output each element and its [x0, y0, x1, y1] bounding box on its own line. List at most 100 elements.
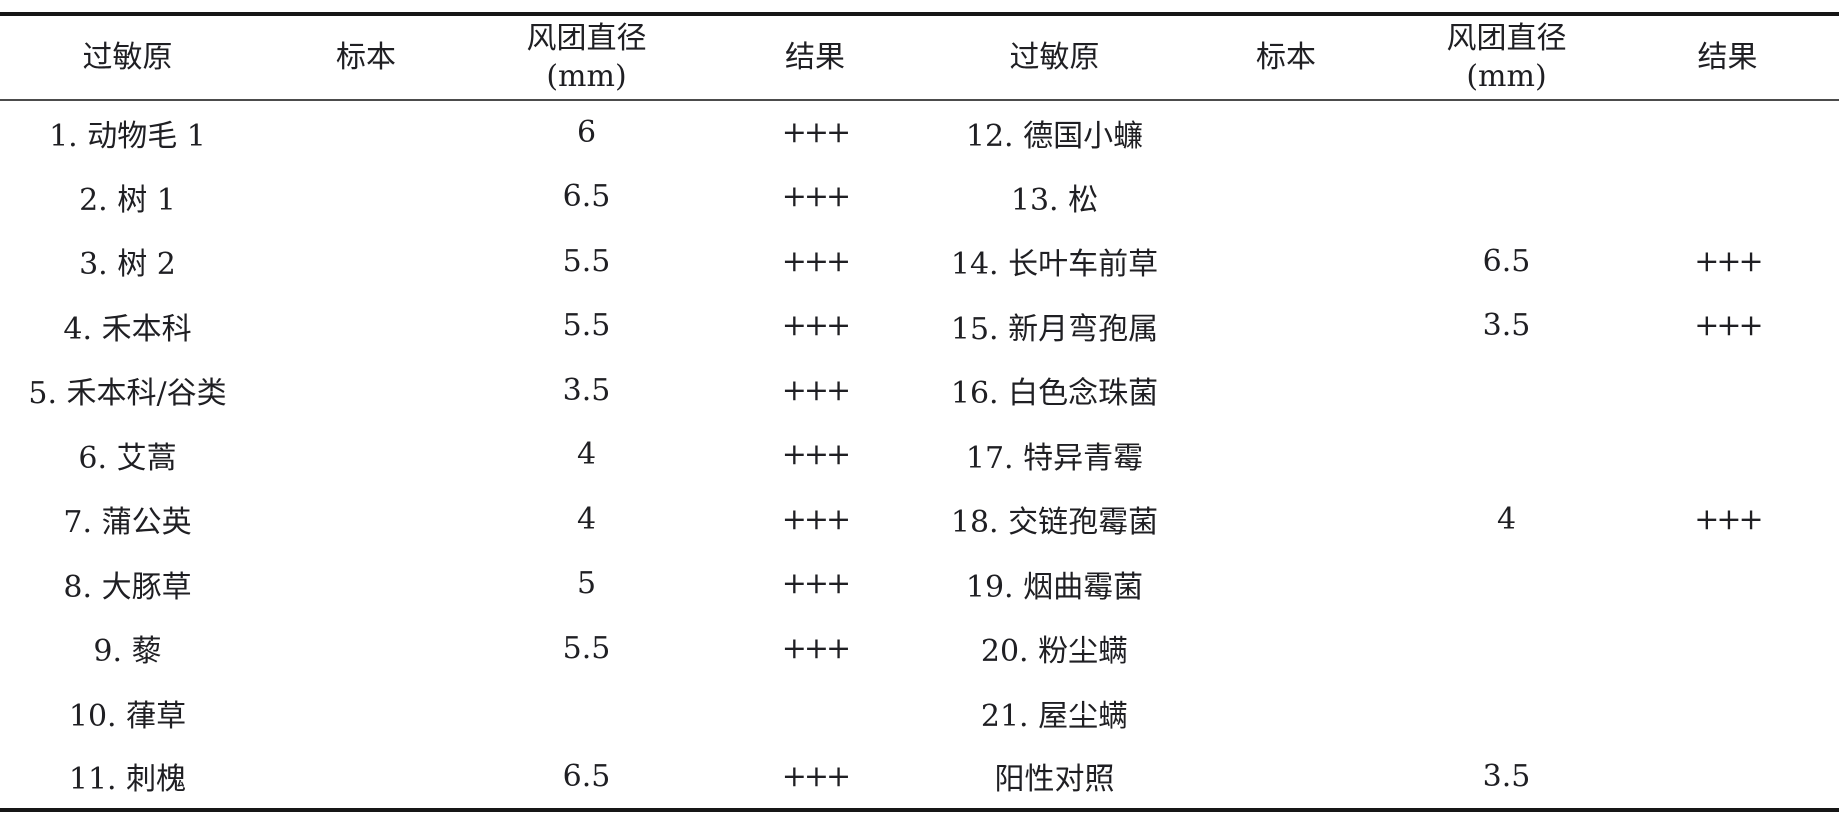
header-result-left: 结果 — [696, 14, 934, 101]
cell-allergen-right: 14. 长叶车前草 — [950, 247, 1159, 283]
cell-allergen-left: 9. 藜 — [93, 634, 162, 670]
cell-diameter-right — [1397, 681, 1616, 746]
cell-diameter-right — [1397, 165, 1616, 230]
table-body: 1. 动物毛 1 6 +++ 12. 德国小蠊 2. 树 1 6.5 +++ 1… — [0, 100, 1839, 810]
cell-result-right — [1616, 681, 1839, 746]
header-wheal-diameter-right-unit: (mm) — [1466, 58, 1547, 94]
cell-result-left: +++ — [781, 372, 851, 408]
cell-allergen-left: 8. 大豚草 — [63, 569, 192, 605]
cell-diameter-left: 3.5 — [562, 372, 611, 408]
cell-diameter-left: 6 — [576, 115, 597, 151]
cell-specimen-left — [255, 294, 477, 359]
table-row: 7. 蒲公英 4 +++ 18. 交链孢霉菌 4 +++ — [0, 487, 1839, 552]
cell-specimen-left — [255, 616, 477, 681]
table-row: 1. 动物毛 1 6 +++ 12. 德国小蠊 — [0, 100, 1839, 165]
cell-specimen-right — [1175, 229, 1397, 294]
cell-allergen-right: 17. 特异青霉 — [965, 440, 1144, 476]
cell-result-left: +++ — [781, 308, 851, 344]
cell-result-right: +++ — [1694, 501, 1763, 537]
cell-allergen-right: 21. 屋尘螨 — [980, 698, 1129, 734]
cell-specimen-right — [1175, 165, 1397, 230]
table-row: 11. 刺槐 6.5 +++ 阳性对照 3.5 — [0, 745, 1839, 810]
cell-result-left: +++ — [781, 115, 851, 151]
cell-diameter-left: 4 — [576, 437, 597, 473]
cell-result-right: +++ — [1694, 243, 1763, 279]
header-wheal-diameter-right-line1: 风团直径 — [1446, 21, 1567, 56]
cell-diameter-right: 6.5 — [1482, 243, 1531, 279]
cell-allergen-left: 6. 艾蒿 — [78, 440, 177, 476]
cell-specimen-left — [255, 100, 477, 165]
table-row: 2. 树 1 6.5 +++ 13. 松 — [0, 165, 1839, 230]
header-wheal-diameter-right: 风团直径 (mm) — [1397, 14, 1616, 101]
cell-result-right — [1616, 100, 1839, 165]
cell-diameter-left — [477, 681, 696, 746]
cell-result-right — [1616, 552, 1839, 617]
table-row: 9. 藜 5.5 +++ 20. 粉尘螨 — [0, 616, 1839, 681]
cell-specimen-right — [1175, 681, 1397, 746]
cell-diameter-left: 6.5 — [562, 758, 611, 794]
cell-specimen-left — [255, 487, 477, 552]
table-row: 4. 禾本科 5.5 +++ 15. 新月弯孢属 3.5 +++ — [0, 294, 1839, 359]
cell-result-left: +++ — [781, 758, 851, 794]
cell-specimen-right — [1175, 423, 1397, 488]
cell-diameter-left: 6.5 — [562, 179, 611, 215]
cell-result-right — [1616, 358, 1839, 423]
table-row: 3. 树 2 5.5 +++ 14. 长叶车前草 6.5 +++ — [0, 229, 1839, 294]
cell-diameter-right — [1397, 552, 1616, 617]
cell-specimen-left — [255, 165, 477, 230]
cell-specimen-left — [255, 423, 477, 488]
cell-result-left: +++ — [781, 179, 851, 215]
cell-allergen-left: 10. 葎草 — [68, 698, 187, 734]
cell-specimen-left — [255, 229, 477, 294]
header-result-right: 结果 — [1616, 14, 1839, 101]
header-wheal-diameter-left-unit: (mm) — [546, 58, 627, 94]
cell-specimen-right — [1175, 552, 1397, 617]
cell-diameter-right — [1397, 423, 1616, 488]
cell-result-left: +++ — [781, 630, 851, 666]
cell-diameter-right: 4 — [1496, 501, 1517, 537]
cell-result-left: +++ — [781, 243, 851, 279]
allergen-test-table: 过敏原 标本 风团直径 (mm) 结果 过敏原 标本 风团直径 (mm) 结果 … — [0, 12, 1839, 812]
cell-diameter-left: 5.5 — [562, 630, 611, 666]
cell-specimen-right — [1175, 358, 1397, 423]
header-specimen-left: 标本 — [255, 14, 477, 101]
cell-result-left — [696, 681, 934, 746]
cell-result-right — [1616, 745, 1839, 810]
cell-allergen-right: 13. 松 — [1010, 182, 1099, 218]
cell-allergen-right: 15. 新月弯孢属 — [950, 311, 1159, 347]
header-wheal-diameter-left-line1: 风团直径 — [526, 21, 647, 56]
cell-result-right — [1616, 423, 1839, 488]
cell-specimen-left — [255, 745, 477, 810]
cell-allergen-left: 11. 刺槐 — [68, 762, 187, 798]
cell-allergen-right: 20. 粉尘螨 — [980, 634, 1129, 670]
cell-result-left: +++ — [781, 437, 851, 473]
cell-result-right — [1616, 165, 1839, 230]
table-row: 5. 禾本科/谷类 3.5 +++ 16. 白色念珠菌 — [0, 358, 1839, 423]
cell-specimen-left — [255, 681, 477, 746]
header-row: 过敏原 标本 风团直径 (mm) 结果 过敏原 标本 风团直径 (mm) 结果 — [0, 14, 1839, 101]
cell-diameter-left: 5.5 — [562, 308, 611, 344]
cell-allergen-right: 阳性对照 — [994, 762, 1115, 798]
cell-allergen-right: 12. 德国小蠊 — [965, 118, 1144, 154]
cell-diameter-right — [1397, 616, 1616, 681]
cell-allergen-right: 16. 白色念珠菌 — [950, 376, 1159, 412]
cell-result-left: +++ — [781, 501, 851, 537]
header-allergen-right: 过敏原 — [934, 14, 1175, 101]
cell-specimen-left — [255, 552, 477, 617]
cell-allergen-left: 7. 蒲公英 — [63, 505, 192, 541]
cell-specimen-left — [255, 358, 477, 423]
header-allergen-left: 过敏原 — [0, 14, 255, 101]
cell-allergen-right: 18. 交链孢霉菌 — [950, 505, 1159, 541]
cell-diameter-right — [1397, 358, 1616, 423]
cell-allergen-left: 1. 动物毛 1 — [49, 118, 206, 154]
table-row: 8. 大豚草 5 +++ 19. 烟曲霉菌 — [0, 552, 1839, 617]
header-wheal-diameter-left: 风团直径 (mm) — [477, 14, 696, 101]
cell-specimen-right — [1175, 100, 1397, 165]
cell-specimen-right — [1175, 294, 1397, 359]
cell-diameter-left: 5 — [576, 566, 597, 602]
cell-specimen-right — [1175, 616, 1397, 681]
cell-specimen-right — [1175, 487, 1397, 552]
cell-allergen-right: 19. 烟曲霉菌 — [965, 569, 1144, 605]
table-header: 过敏原 标本 风团直径 (mm) 结果 过敏原 标本 风团直径 (mm) 结果 — [0, 14, 1839, 101]
